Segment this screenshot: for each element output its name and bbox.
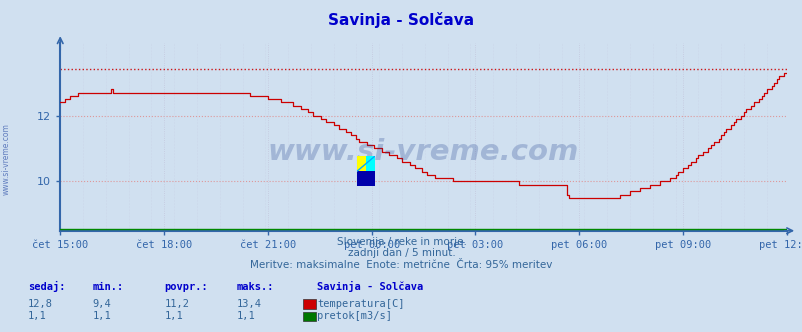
Text: 1,1: 1,1 xyxy=(28,311,47,321)
Text: 9,4: 9,4 xyxy=(92,299,111,309)
Text: sedaj:: sedaj: xyxy=(28,282,66,292)
Text: temperatura[C]: temperatura[C] xyxy=(317,299,404,309)
Text: min.:: min.: xyxy=(92,283,124,292)
Text: povpr.:: povpr.: xyxy=(164,283,208,292)
Bar xyxy=(357,171,375,186)
Text: maks.:: maks.: xyxy=(237,283,274,292)
Text: 12,8: 12,8 xyxy=(28,299,53,309)
Text: Savinja - Solčava: Savinja - Solčava xyxy=(317,282,423,292)
Text: www.si-vreme.com: www.si-vreme.com xyxy=(268,138,578,166)
Text: Meritve: maksimalne  Enote: metrične  Črta: 95% meritev: Meritve: maksimalne Enote: metrične Črta… xyxy=(250,260,552,270)
Bar xyxy=(357,156,366,171)
Bar xyxy=(366,156,375,171)
Text: pretok[m3/s]: pretok[m3/s] xyxy=(317,311,391,321)
Text: Savinja - Solčava: Savinja - Solčava xyxy=(328,12,474,28)
Text: 1,1: 1,1 xyxy=(92,311,111,321)
Text: zadnji dan / 5 minut.: zadnji dan / 5 minut. xyxy=(347,248,455,258)
Text: Slovenija / reke in morje.: Slovenija / reke in morje. xyxy=(336,237,466,247)
Text: 1,1: 1,1 xyxy=(237,311,255,321)
Text: 1,1: 1,1 xyxy=(164,311,183,321)
Text: 11,2: 11,2 xyxy=(164,299,189,309)
Text: 13,4: 13,4 xyxy=(237,299,261,309)
Text: www.si-vreme.com: www.si-vreme.com xyxy=(2,124,11,195)
